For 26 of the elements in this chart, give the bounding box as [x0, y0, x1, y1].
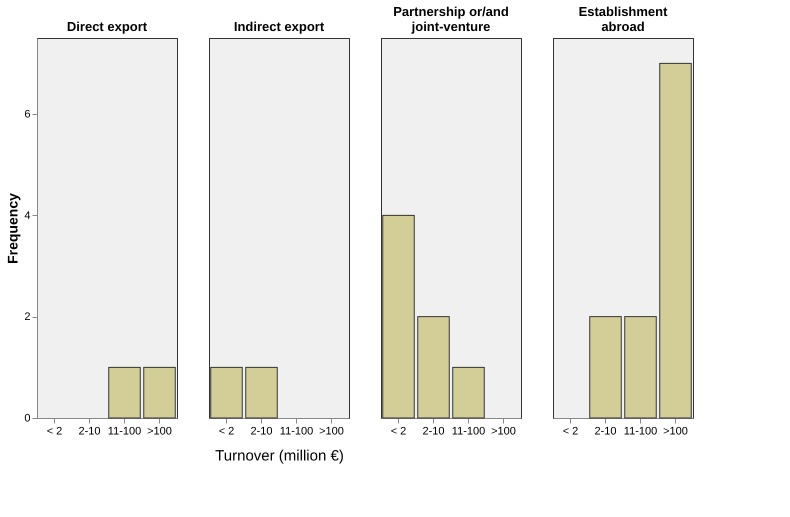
chart-title: Indirect export — [234, 19, 325, 34]
x-tick-label: >100 — [663, 426, 688, 438]
y-tick-label: 4 — [24, 210, 30, 222]
x-tick-label: 11-100 — [280, 426, 314, 438]
y-tick-label: 6 — [24, 108, 30, 120]
chart-title: Partnership or/and joint-venture — [393, 4, 509, 34]
y-tick-label: 2 — [24, 311, 30, 324]
chart-title: Establishment abroad — [578, 4, 668, 34]
y-axis-title: Frequency — [4, 192, 20, 264]
y-tick-label: 0 — [24, 412, 30, 424]
x-tick-label: 2-10 — [594, 426, 617, 438]
chart-title: Direct export — [66, 19, 148, 34]
x-tick-label: >100 — [319, 426, 344, 438]
x-tick-label: 2-10 — [422, 426, 445, 438]
x-tick-label: 11-100 — [452, 426, 486, 438]
x-tick-label: < 2 — [218, 426, 234, 438]
x-tick-label: >100 — [147, 426, 172, 438]
x-tick-label: >100 — [491, 426, 516, 438]
x-tick-label: < 2 — [562, 426, 578, 438]
x-tick-label: 11-100 — [108, 426, 142, 438]
x-tick-label: 11-100 — [624, 426, 658, 438]
x-tick-label: < 2 — [390, 426, 406, 438]
x-tick-label: < 2 — [46, 426, 62, 438]
x-axis-title: Turnover (million €) — [215, 448, 344, 464]
x-tick-label: 2-10 — [78, 426, 101, 438]
x-tick-label: 2-10 — [250, 426, 273, 438]
